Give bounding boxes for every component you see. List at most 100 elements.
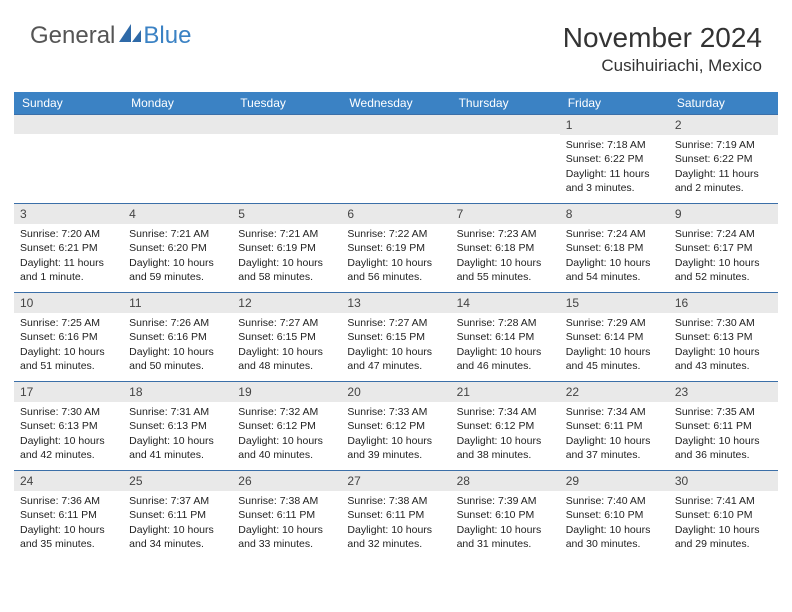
- day-number: 19: [232, 382, 341, 402]
- sunset-label: Sunset: 6:20 PM: [129, 241, 226, 255]
- sunset-label: Sunset: 6:13 PM: [675, 330, 772, 344]
- sunrise-label: Sunrise: 7:24 AM: [566, 227, 663, 241]
- sunrise-label: Sunrise: 7:21 AM: [129, 227, 226, 241]
- sunrise-label: Sunrise: 7:31 AM: [129, 405, 226, 419]
- sunset-label: Sunset: 6:12 PM: [238, 419, 335, 433]
- day-number: 2: [669, 115, 778, 135]
- month-title: November 2024: [563, 22, 762, 54]
- day-cell: 29Sunrise: 7:40 AMSunset: 6:10 PMDayligh…: [560, 471, 669, 559]
- sunrise-label: Sunrise: 7:41 AM: [675, 494, 772, 508]
- sunrise-label: Sunrise: 7:26 AM: [129, 316, 226, 330]
- day-cell: 9Sunrise: 7:24 AMSunset: 6:17 PMDaylight…: [669, 204, 778, 292]
- day-cell: 14Sunrise: 7:28 AMSunset: 6:14 PMDayligh…: [451, 293, 560, 381]
- sunset-label: Sunset: 6:22 PM: [675, 152, 772, 166]
- day-number: 16: [669, 293, 778, 313]
- daylight-label: Daylight: 10 hours and 59 minutes.: [129, 256, 226, 284]
- daylight-label: Daylight: 10 hours and 47 minutes.: [347, 345, 444, 373]
- day-cell: 20Sunrise: 7:33 AMSunset: 6:12 PMDayligh…: [341, 382, 450, 470]
- daylight-label: Daylight: 10 hours and 38 minutes.: [457, 434, 554, 462]
- daylight-label: Daylight: 10 hours and 43 minutes.: [675, 345, 772, 373]
- sunrise-label: Sunrise: 7:28 AM: [457, 316, 554, 330]
- day-cell: 7Sunrise: 7:23 AMSunset: 6:18 PMDaylight…: [451, 204, 560, 292]
- sunrise-label: Sunrise: 7:30 AM: [20, 405, 117, 419]
- week-row: 1 Sunrise: 7:18 AM Sunset: 6:22 PM Daylight…: [14, 114, 778, 203]
- week-row: 10Sunrise: 7:25 AMSunset: 6:16 PMDayligh…: [14, 292, 778, 381]
- daylight-label: Daylight: 10 hours and 35 minutes.: [20, 523, 117, 551]
- weekday-wednesday: Wednesday: [341, 92, 450, 114]
- week-row: 3Sunrise: 7:20 AMSunset: 6:21 PMDaylight…: [14, 203, 778, 292]
- day-cell: 28Sunrise: 7:39 AMSunset: 6:10 PMDayligh…: [451, 471, 560, 559]
- day-number: 30: [669, 471, 778, 491]
- title-block: November 2024 Cusihuiriachi, Mexico: [563, 22, 762, 76]
- daylight-label: Daylight: 10 hours and 46 minutes.: [457, 345, 554, 373]
- weeks-container: 1 Sunrise: 7:18 AM Sunset: 6:22 PM Daylight…: [14, 114, 778, 559]
- daylight-label: Daylight: 10 hours and 39 minutes.: [347, 434, 444, 462]
- logo-text-blue: Blue: [143, 22, 191, 50]
- day-cell: 19Sunrise: 7:32 AMSunset: 6:12 PMDayligh…: [232, 382, 341, 470]
- sunrise-label: Sunrise: 7:34 AM: [566, 405, 663, 419]
- day-cell: 18Sunrise: 7:31 AMSunset: 6:13 PMDayligh…: [123, 382, 232, 470]
- sunrise-label: Sunrise: 7:36 AM: [20, 494, 117, 508]
- weekday-sunday: Sunday: [14, 92, 123, 114]
- sunset-label: Sunset: 6:14 PM: [457, 330, 554, 344]
- day-number: 9: [669, 204, 778, 224]
- daylight-label: Daylight: 10 hours and 52 minutes.: [675, 256, 772, 284]
- day-cell: 22Sunrise: 7:34 AMSunset: 6:11 PMDayligh…: [560, 382, 669, 470]
- sunrise-label: Sunrise: 7:34 AM: [457, 405, 554, 419]
- sunset-label: Sunset: 6:18 PM: [566, 241, 663, 255]
- sunset-label: Sunset: 6:12 PM: [347, 419, 444, 433]
- day-number: 28: [451, 471, 560, 491]
- day-cell: 5Sunrise: 7:21 AMSunset: 6:19 PMDaylight…: [232, 204, 341, 292]
- day-cell: 6Sunrise: 7:22 AMSunset: 6:19 PMDaylight…: [341, 204, 450, 292]
- day-cell: 30Sunrise: 7:41 AMSunset: 6:10 PMDayligh…: [669, 471, 778, 559]
- day-cell: [123, 115, 232, 203]
- sunset-label: Sunset: 6:13 PM: [20, 419, 117, 433]
- daylight-label: Daylight: 10 hours and 42 minutes.: [20, 434, 117, 462]
- daylight-label: Daylight: 10 hours and 31 minutes.: [457, 523, 554, 551]
- day-number: 22: [560, 382, 669, 402]
- sunset-label: Sunset: 6:16 PM: [129, 330, 226, 344]
- day-number: 17: [14, 382, 123, 402]
- header: General Blue November 2024 Cusihuiriachi…: [0, 0, 792, 88]
- daylight-label: Daylight: 10 hours and 55 minutes.: [457, 256, 554, 284]
- day-number: 8: [560, 204, 669, 224]
- day-cell: 15Sunrise: 7:29 AMSunset: 6:14 PMDayligh…: [560, 293, 669, 381]
- sunset-label: Sunset: 6:10 PM: [566, 508, 663, 522]
- day-number: 13: [341, 293, 450, 313]
- logo-text-general: General: [30, 22, 115, 50]
- week-row: 17Sunrise: 7:30 AMSunset: 6:13 PMDayligh…: [14, 381, 778, 470]
- daylight-label: Daylight: 10 hours and 34 minutes.: [129, 523, 226, 551]
- day-number: 1: [560, 115, 669, 135]
- daylight-label: Daylight: 10 hours and 32 minutes.: [347, 523, 444, 551]
- daylight-label: Daylight: 11 hours and 3 minutes.: [566, 167, 663, 195]
- daylight-label: Daylight: 10 hours and 56 minutes.: [347, 256, 444, 284]
- day-number: 3: [14, 204, 123, 224]
- daylight-label: Daylight: 10 hours and 29 minutes.: [675, 523, 772, 551]
- empty-day-bar: [123, 115, 232, 134]
- sunset-label: Sunset: 6:10 PM: [457, 508, 554, 522]
- sunrise-label: Sunrise: 7:29 AM: [566, 316, 663, 330]
- sunrise-label: Sunrise: 7:33 AM: [347, 405, 444, 419]
- empty-day-bar: [14, 115, 123, 134]
- sunset-label: Sunset: 6:12 PM: [457, 419, 554, 433]
- day-number: 7: [451, 204, 560, 224]
- day-number: 27: [341, 471, 450, 491]
- daylight-label: Daylight: 10 hours and 48 minutes.: [238, 345, 335, 373]
- sunrise-label: Sunrise: 7:37 AM: [129, 494, 226, 508]
- sunrise-label: Sunrise: 7:27 AM: [238, 316, 335, 330]
- day-number: 15: [560, 293, 669, 313]
- sunrise-label: Sunrise: 7:18 AM: [566, 138, 663, 152]
- day-number: 4: [123, 204, 232, 224]
- location: Cusihuiriachi, Mexico: [563, 56, 762, 76]
- day-cell: 13Sunrise: 7:27 AMSunset: 6:15 PMDayligh…: [341, 293, 450, 381]
- sunrise-label: Sunrise: 7:27 AM: [347, 316, 444, 330]
- daylight-label: Daylight: 10 hours and 30 minutes.: [566, 523, 663, 551]
- weekday-thursday: Thursday: [451, 92, 560, 114]
- weekday-header-row: SundayMondayTuesdayWednesdayThursdayFrid…: [14, 92, 778, 114]
- day-number: 11: [123, 293, 232, 313]
- sunrise-label: Sunrise: 7:35 AM: [675, 405, 772, 419]
- day-cell: 10Sunrise: 7:25 AMSunset: 6:16 PMDayligh…: [14, 293, 123, 381]
- sunrise-label: Sunrise: 7:21 AM: [238, 227, 335, 241]
- daylight-label: Daylight: 10 hours and 54 minutes.: [566, 256, 663, 284]
- daylight-label: Daylight: 10 hours and 40 minutes.: [238, 434, 335, 462]
